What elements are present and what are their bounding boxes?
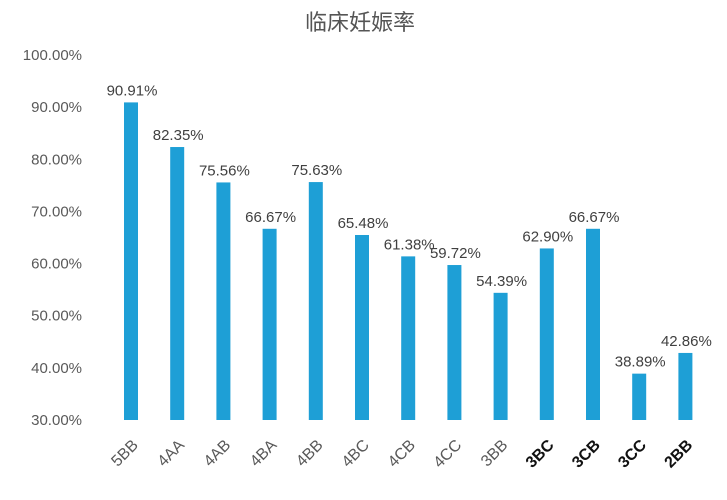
data-label: 38.89%: [615, 354, 666, 371]
bar-4cc: [447, 265, 462, 420]
y-axis-ticks: 30.00% 40.00% 50.00% 60.00% 70.00% 80.00% 90.0…: [23, 47, 82, 429]
y-tick-label: 60.00%: [31, 256, 82, 273]
data-label: 54.39%: [476, 273, 527, 290]
bars-group: [124, 102, 693, 420]
data-label: 62.90%: [522, 228, 573, 245]
bar-3cc: [632, 373, 647, 420]
x-tick-label: 4CC: [431, 437, 466, 472]
y-tick-label: 30.00%: [31, 412, 82, 429]
bar-3bc: [539, 248, 554, 420]
data-label: 75.56%: [199, 162, 250, 179]
x-tick-label: 4AB: [201, 437, 234, 470]
x-tick-label: 4BC: [339, 437, 373, 471]
y-tick-label: 50.00%: [31, 308, 82, 325]
bar-4aa: [170, 147, 185, 420]
data-label: 61.38%: [384, 236, 435, 253]
y-tick-label: 80.00%: [31, 151, 82, 168]
x-tick-label: 2BB: [662, 437, 697, 472]
x-axis-labels: 5BB 4AA 4AB 4BA 4BB 4BC 4CB 4CC 3BB 3BC 3CB 3CC 2BB: [108, 436, 696, 471]
x-tick-label: 5BB: [108, 437, 141, 470]
x-tick-label: 3CC: [615, 436, 650, 471]
bar-2bb: [678, 352, 693, 420]
y-tick-label: 90.00%: [31, 99, 82, 116]
data-label: 66.67%: [569, 209, 620, 226]
bar-4ba: [262, 228, 277, 420]
bar-5bb: [124, 102, 138, 420]
chart-title: 临床妊娠率: [305, 11, 415, 36]
data-label: 90.91%: [107, 82, 158, 99]
data-label: 75.63%: [291, 162, 342, 179]
data-label: 42.86%: [661, 333, 712, 350]
x-tick-label: 3BB: [478, 437, 511, 470]
bar-4ab: [216, 182, 231, 420]
x-tick-label: 4BA: [247, 437, 281, 471]
x-tick-label: 4CB: [385, 437, 419, 471]
bar-3bb: [493, 292, 508, 420]
data-labels-group: 90.91% 82.35% 75.56% 66.67% 75.63% 65.48% 61.3…: [107, 82, 712, 370]
y-tick-label: 70.00%: [31, 203, 82, 220]
x-tick-label: 4BB: [293, 437, 326, 470]
y-tick-label: 100.00%: [23, 47, 82, 64]
bar-3cb: [586, 228, 600, 420]
y-tick-label: 40.00%: [31, 360, 82, 377]
data-label: 65.48%: [338, 215, 389, 232]
x-tick-label: 3BC: [523, 436, 558, 471]
data-label: 59.72%: [430, 245, 481, 262]
bar-4bb: [308, 182, 323, 420]
bar-4bc: [355, 234, 369, 420]
data-label: 66.67%: [245, 209, 296, 226]
data-label: 82.35%: [153, 127, 204, 144]
x-tick-label: 3CB: [569, 437, 604, 472]
x-tick-label: 4AA: [155, 437, 189, 471]
bar-4cb: [401, 256, 416, 420]
